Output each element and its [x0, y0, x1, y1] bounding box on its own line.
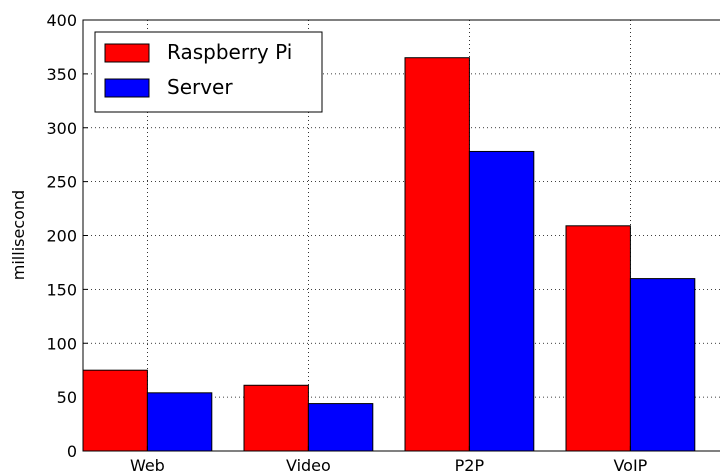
y-tick-label: 250: [46, 173, 77, 192]
y-tick-label: 100: [46, 334, 77, 353]
x-tick-label: P2P: [455, 456, 485, 475]
y-tick-label: 200: [46, 227, 77, 246]
bar: [146, 392, 213, 452]
bar: [82, 369, 148, 452]
y-axis-label: millisecond: [9, 190, 28, 280]
bar: [404, 57, 470, 452]
legend-swatch: [104, 43, 150, 63]
y-tick-label: 50: [57, 388, 77, 407]
y-tick-label: 300: [46, 119, 77, 138]
bar: [629, 278, 696, 452]
plot-frame: [82, 19, 720, 452]
bar: [468, 150, 535, 452]
y-tick-label: 350: [46, 65, 77, 84]
legend-swatch: [104, 78, 150, 98]
x-tick-label: Web: [130, 456, 165, 475]
legend-label: Server: [167, 75, 233, 99]
x-tick-label: VoIP: [613, 456, 647, 475]
y-tick-label: 400: [46, 11, 77, 30]
y-tick-label: 150: [46, 280, 77, 299]
bar: [243, 384, 309, 452]
legend-label: Raspberry Pi: [167, 40, 292, 64]
bar: [565, 225, 631, 452]
x-tick-label: Video: [286, 456, 331, 475]
y-tick-label: 0: [67, 442, 77, 461]
bar: [307, 403, 374, 452]
